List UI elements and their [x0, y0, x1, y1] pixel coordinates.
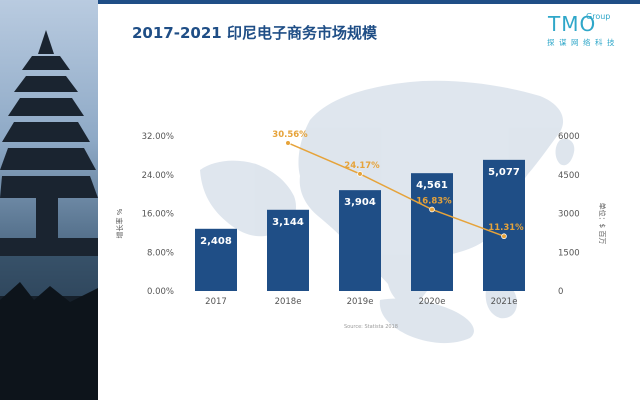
top-accent-bar — [0, 0, 640, 4]
left-axis-tick: 16.00% — [142, 210, 174, 220]
source-note: Source: Statista 2018 — [344, 324, 398, 330]
right-axis-tick: 1500 — [558, 248, 580, 258]
bar-2020e — [411, 173, 453, 291]
temple-silhouette — [0, 30, 98, 400]
logo-text: TMO — [548, 12, 597, 36]
bar-2021e — [483, 159, 525, 291]
left-axis-tick: 32.00% — [142, 132, 174, 142]
temple-photo — [0, 0, 98, 400]
growth-value-label: 16.83% — [416, 196, 452, 206]
right-axis-tick: 6000 — [558, 132, 580, 142]
x-axis-label: 2017 — [205, 297, 227, 307]
left-axis-tick: 8.00% — [147, 248, 174, 258]
growth-point — [429, 206, 435, 213]
x-axis-label: 2021e — [491, 297, 518, 307]
left-axis-tick: 0.00% — [147, 287, 174, 297]
growth-value-label: 24.17% — [344, 161, 380, 171]
growth-point — [501, 233, 507, 240]
bar-value-label: 4,561 — [416, 180, 448, 191]
growth-point — [285, 140, 291, 146]
right-axis-tick: 3000 — [558, 210, 580, 220]
bar-value-label: 3,144 — [272, 217, 304, 228]
bar-value-label: 3,904 — [344, 197, 376, 208]
growth-point — [357, 171, 363, 177]
right-axis-tick: 4500 — [558, 171, 580, 181]
bar-value-label: 5,077 — [488, 167, 520, 178]
right-axis-title: 单位：$ 百万 — [598, 203, 607, 245]
growth-rate-line — [287, 142, 505, 237]
bar-value-label: 2,408 — [200, 236, 232, 247]
x-axis-label: 2019e — [347, 297, 374, 307]
logo-subtitle: 探谋网络科技 — [547, 38, 619, 47]
bar-2017 — [195, 228, 237, 291]
right-axis-tick: 0 — [558, 287, 563, 297]
growth-value-label: 11.31% — [488, 223, 524, 233]
x-axis-label: 2020e — [419, 297, 446, 307]
bar-2018e — [267, 209, 309, 291]
growth-value-label: 30.56% — [272, 130, 308, 140]
x-axis-label: 2018e — [275, 297, 302, 307]
logo-group-text: Group — [586, 12, 611, 21]
bar-2019e — [339, 190, 381, 291]
left-axis-title: 增长率 % — [115, 208, 124, 238]
chart-title: 2017-2021 印尼电子商务市场规模 — [132, 24, 377, 42]
left-axis-tick: 24.00% — [142, 171, 174, 181]
